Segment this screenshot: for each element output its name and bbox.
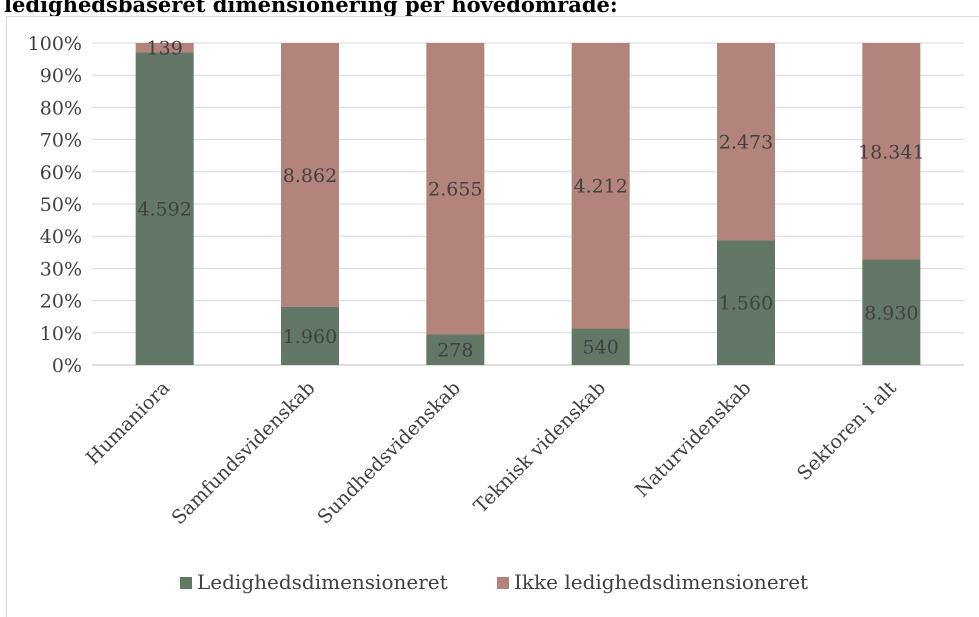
- data-label: 2.473: [719, 132, 773, 154]
- y-tick-label: 100%: [28, 33, 82, 55]
- y-tick-label: 40%: [40, 226, 82, 248]
- y-tick-label: 90%: [40, 65, 82, 87]
- bar-segment: [135, 52, 194, 366]
- y-tick-label: 60%: [40, 162, 82, 184]
- data-label: 1.960: [283, 326, 337, 348]
- y-tick-label: 50%: [40, 194, 82, 216]
- bar-segment: [571, 43, 630, 329]
- x-category-label: Humaniora: [82, 377, 174, 469]
- x-category-label: Samfundsvidenskab: [168, 377, 320, 529]
- bar-segment: [862, 43, 921, 260]
- data-label: 540: [583, 337, 619, 359]
- bar-segment: [426, 43, 485, 335]
- bar-segment: [135, 43, 194, 53]
- data-label: 4.592: [137, 199, 191, 221]
- bar-segment: [862, 259, 921, 365]
- data-label: 8.862: [283, 165, 337, 187]
- y-tick-label: 10%: [40, 323, 82, 345]
- y-tick-label: 70%: [40, 130, 82, 152]
- x-category-label: Sundhedsvidenskab: [313, 377, 465, 529]
- legend-swatch: [497, 577, 509, 589]
- data-label: 4.212: [573, 176, 627, 198]
- legend-swatch: [180, 577, 192, 589]
- legend-label: Ikke ledighedsdimensioneret: [514, 570, 808, 594]
- y-tick-label: 80%: [40, 97, 82, 119]
- bar-segment: [717, 240, 775, 365]
- data-label: 2.655: [428, 179, 482, 201]
- bar-segment: [281, 306, 339, 365]
- chart-frame: [6, 16, 979, 617]
- y-tick-label: 20%: [40, 291, 82, 313]
- bar-segment: [717, 43, 775, 241]
- data-label: 1.560: [719, 293, 773, 315]
- y-tick-label: 0%: [52, 355, 82, 377]
- data-label: 18.341: [858, 141, 924, 163]
- y-tick-label: 30%: [40, 258, 82, 280]
- x-category-label: Teknisk videnskab: [470, 377, 611, 518]
- legend-label: Ledighedsdimensioneret: [197, 570, 448, 594]
- data-label: 139: [147, 38, 183, 60]
- x-category-label: Naturvidenskab: [631, 377, 756, 502]
- bar-segment: [281, 43, 339, 307]
- bar-segment: [571, 328, 630, 365]
- bar-segment: [426, 334, 485, 365]
- x-category-label: Sektoren i alt: [793, 377, 901, 485]
- data-label: 278: [437, 340, 473, 362]
- data-label: 8.930: [864, 302, 918, 324]
- chart-title: ledighedsbaseret dimensionering per hove…: [4, 0, 618, 17]
